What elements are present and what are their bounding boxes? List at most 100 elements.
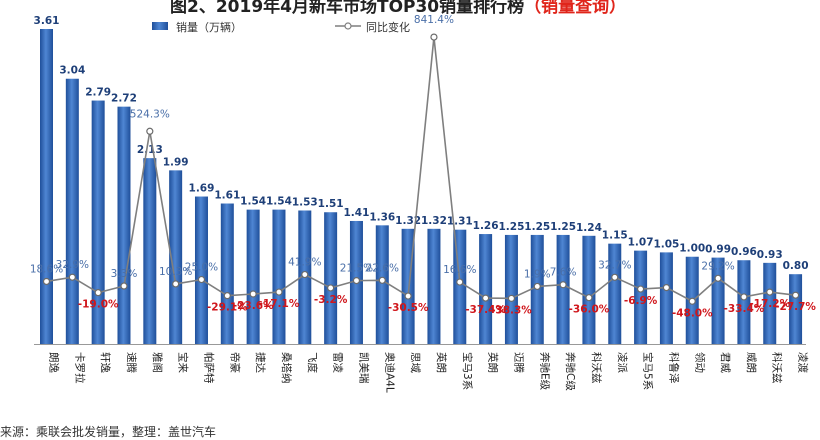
sales-value-label: 3.61 — [34, 15, 60, 27]
sales-bar — [40, 29, 53, 344]
category-label: 凌渡 — [797, 352, 810, 373]
sales-value-label: 1.15 — [602, 230, 628, 242]
yoy-value-label: -19.0% — [78, 299, 119, 311]
yoy-value-label: -23.6% — [233, 300, 274, 312]
legend-label-yoy: 同比变化 — [366, 20, 410, 34]
sales-value-label: 1.26 — [473, 220, 499, 232]
yoy-value-label: -3.2% — [314, 294, 348, 306]
category-label: 捷达 — [254, 352, 267, 373]
sales-bar — [143, 158, 157, 344]
sales-value-label: 1.00 — [679, 243, 705, 255]
category-label: 朗逸 — [48, 352, 60, 373]
yoy-value-label: -17.2% — [749, 298, 790, 310]
sales-bar — [608, 243, 622, 344]
category-label: 帝豪 — [228, 352, 241, 373]
legend-line-marker — [344, 22, 352, 30]
yoy-value-label: 524.3% — [130, 108, 170, 120]
yoy-value-label: 10.3% — [159, 266, 192, 278]
chart-title: 图2、2019年4月新车市场TOP30销量排行榜（销量查询） — [170, 0, 626, 17]
yoy-marker — [456, 278, 464, 286]
yoy-marker — [94, 289, 102, 297]
category-label: 科鲁泽 — [667, 352, 680, 384]
yoy-marker — [507, 294, 516, 302]
sales-bar — [194, 196, 208, 344]
sales-value-label: 1.36 — [369, 211, 395, 223]
category-label: 凯美瑞 — [357, 352, 370, 384]
sales-bar — [789, 274, 803, 344]
category-label: 英朗 — [435, 352, 448, 373]
sales-bar — [479, 234, 493, 344]
sales-bar — [272, 209, 286, 344]
sales-value-label: 3.04 — [59, 65, 85, 77]
yoy-marker — [559, 281, 567, 289]
category-label: 迈腾 — [512, 352, 525, 373]
sales-bar — [91, 100, 105, 345]
yoy-marker — [430, 33, 438, 41]
sales-bar — [324, 212, 338, 344]
sales-bar — [582, 235, 596, 344]
yoy-value-label: 29.2% — [701, 260, 734, 272]
sales-bar — [453, 229, 467, 344]
category-label: 思域 — [409, 352, 422, 373]
yoy-marker — [611, 273, 619, 281]
yoy-marker — [223, 292, 231, 300]
sales-value-label: 1.53 — [292, 196, 318, 208]
sales-value-label: 1.41 — [343, 207, 369, 219]
category-label: 帕萨特 — [202, 352, 215, 384]
sales-value-label: 0.80 — [783, 260, 809, 272]
sales-value-label: 1.32 — [421, 215, 447, 227]
chart-title-highlight: （销量查询） — [524, 0, 627, 17]
yoy-marker — [636, 285, 645, 293]
sales-bar — [556, 234, 570, 344]
yoy-marker — [68, 273, 76, 281]
yoy-value-label: 32.7% — [598, 259, 631, 271]
yoy-marker — [197, 275, 206, 284]
yoy-value-label: 841.4% — [414, 14, 454, 26]
yoy-value-label: -27.7% — [775, 301, 816, 313]
yoy-value-label: 18.6% — [30, 263, 63, 275]
yoy-marker — [378, 276, 386, 284]
yoy-value-label: -37.4% — [465, 304, 506, 316]
yoy-marker — [301, 270, 309, 279]
yoy-value-label: 7.6% — [550, 267, 577, 279]
yoy-marker — [172, 280, 180, 288]
yoy-value-label: 41.9% — [288, 257, 321, 269]
yoy-marker — [533, 282, 541, 291]
yoy-marker — [327, 284, 335, 292]
sales-value-label: 1.51 — [318, 198, 344, 210]
legend-bar-swatch — [152, 22, 168, 30]
yoy-marker — [791, 291, 800, 299]
yoy-marker — [404, 292, 412, 300]
yoy-marker — [42, 277, 51, 286]
category-label: 宝来 — [177, 352, 190, 373]
yoy-value-label: 22.6% — [366, 262, 399, 274]
yoy-value-label: -30.5% — [388, 302, 429, 314]
yoy-value-label: -33.4% — [724, 303, 765, 315]
yoy-marker — [662, 283, 671, 292]
yoy-value-label: 3.3% — [111, 268, 138, 280]
sales-bar — [427, 228, 441, 344]
yoy-marker — [740, 293, 748, 301]
category-label: 奔驰E级 — [538, 352, 551, 391]
yoy-marker — [766, 288, 774, 296]
category-label: 科沃兹 — [590, 352, 603, 384]
sales-value-label: 2.79 — [85, 87, 111, 99]
yoy-value-label: -48.0% — [672, 307, 713, 319]
yoy-value-label: 16.6% — [443, 264, 476, 276]
category-label: 奥迪A4L — [383, 352, 396, 393]
yoy-marker — [585, 294, 593, 302]
yoy-value-label: 25.0% — [185, 262, 218, 274]
sales-value-label: 1.24 — [576, 222, 602, 234]
yoy-marker — [120, 282, 128, 290]
sales-value-label: 1.05 — [653, 238, 679, 250]
sales-value-label: 1.69 — [189, 183, 215, 195]
yoy-value-label: -38.3% — [491, 304, 532, 316]
sales-value-label: 0.96 — [731, 246, 757, 258]
sales-value-label: 1.61 — [214, 190, 240, 202]
sales-value-label: 1.32 — [395, 215, 421, 227]
yoy-value-label: -17.1% — [259, 298, 300, 310]
yoy-marker — [146, 127, 154, 135]
sales-bar — [246, 209, 260, 344]
